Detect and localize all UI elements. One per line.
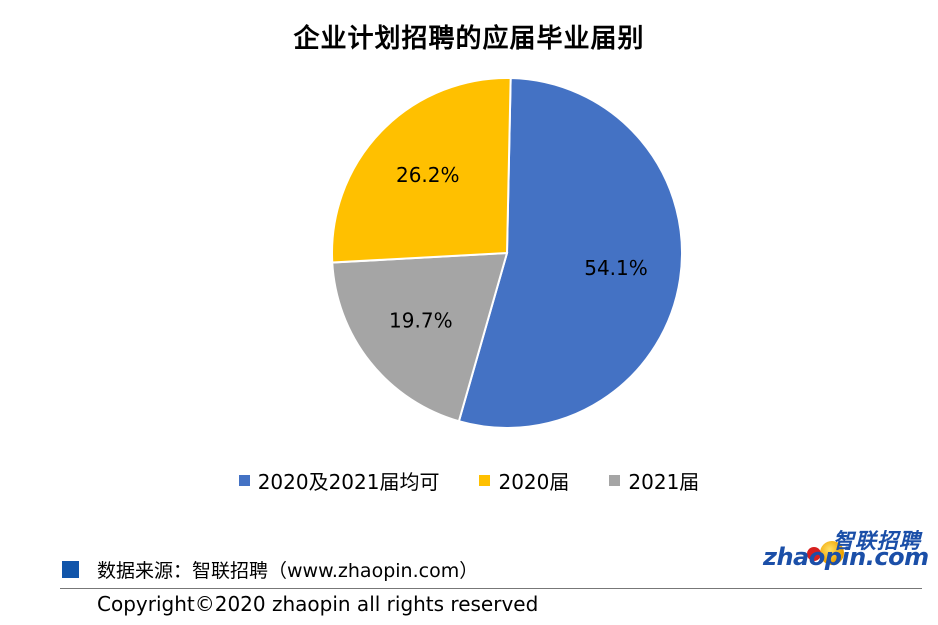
legend-item-2021: 2021届 (609, 466, 699, 495)
logo-red-dot-icon (807, 547, 821, 561)
legend-label-both: 2020及2021届均可 (257, 470, 440, 494)
legend-swatch-both (238, 475, 250, 486)
legend-swatch-2020 (479, 475, 491, 486)
source-text: 数据来源：智联招聘（www.zhaopin.com） (97, 560, 479, 582)
source-square-icon (62, 561, 79, 578)
legend-item-2020: 2020届 (479, 466, 569, 495)
logo-text-en: zhaopin.com (763, 543, 929, 571)
logo-text-cn: 智联招聘 (833, 529, 921, 553)
legend: 2020及2021届均可 2020届 2021届 (0, 466, 938, 495)
pie-label-2020-2021-: 54.1% (584, 256, 648, 280)
chart-title: 企业计划招聘的应届毕业届别 (293, 24, 645, 54)
pie-label-2020-: 26.2% (396, 163, 460, 187)
pie-slice-2021- (331, 251, 509, 423)
zhaopin-logo: 智联招聘 zhaopin.com (763, 525, 929, 575)
pie-slice-2020- (331, 77, 512, 264)
pie-slice-2020-2021- (457, 77, 683, 429)
footer-divider (60, 588, 922, 589)
legend-swatch-2021 (609, 475, 621, 486)
data-source: 数据来源：智联招聘（www.zhaopin.com） (62, 556, 478, 583)
legend-item-both: 2020及2021届均可 (238, 466, 440, 495)
legend-label-2020: 2020届 (498, 470, 570, 494)
logo-orange-dot-icon (820, 541, 844, 565)
legend-label-2021: 2021届 (628, 470, 700, 494)
copyright-text: Copyright©2020 zhaopin all rights reserv… (97, 592, 539, 616)
pie-label-2021-: 19.7% (389, 308, 453, 332)
